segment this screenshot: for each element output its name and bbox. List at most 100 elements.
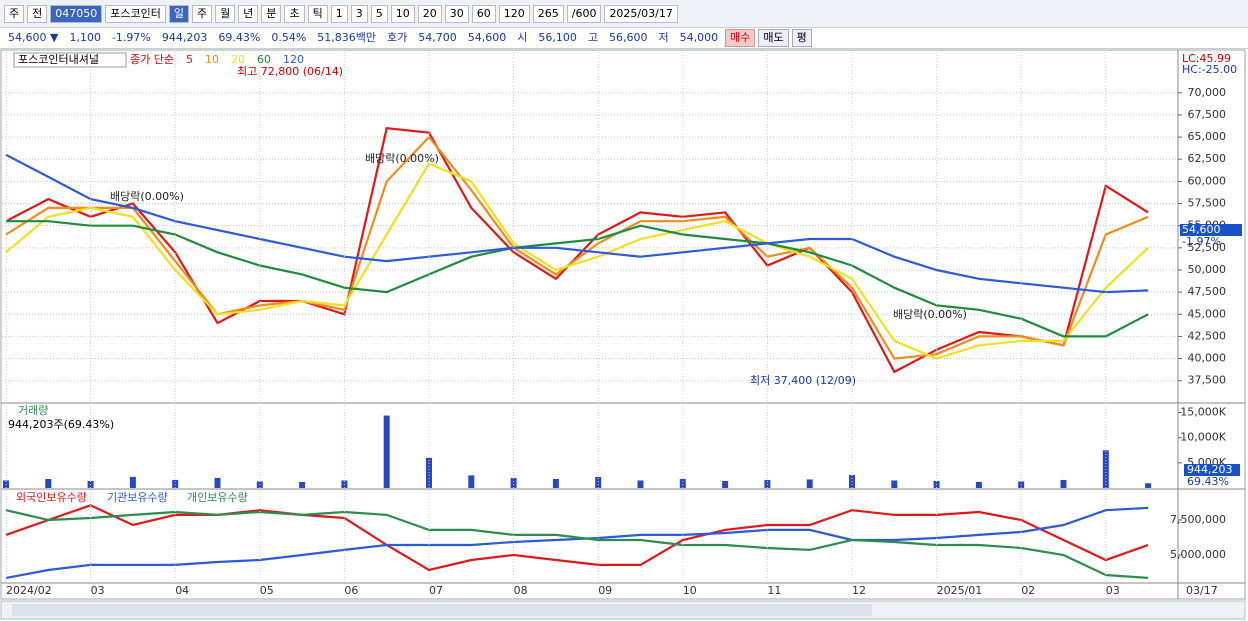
x-tick-label: 04 [175, 584, 189, 597]
info-item[interactable]: 저 [658, 31, 669, 44]
legend-entry: 외국인보유수량 [16, 491, 87, 504]
right-label: -1.97% [1182, 235, 1221, 248]
toolbar-item[interactable]: 20 [417, 4, 442, 23]
legend-title: 종가 단순 [130, 53, 174, 66]
volume-bar [679, 478, 686, 488]
right-label: HC:-25.00 [1182, 63, 1237, 76]
series-line [5, 162, 1149, 360]
toolbar-item[interactable]: 년 [238, 4, 259, 23]
info-item[interactable]: 54,000 [679, 31, 719, 44]
toolbar-item[interactable]: 10 [390, 4, 415, 23]
annotation: 배당락(0.00%) [110, 190, 184, 203]
info-item[interactable]: 평 [791, 29, 812, 47]
toolbar-item[interactable]: 30 [444, 4, 469, 23]
toolbar-item[interactable]: 주 [4, 4, 25, 23]
toolbar-item[interactable]: 월 [215, 4, 236, 23]
chart-frame [0, 49, 1246, 600]
legend-entry: 10 [205, 53, 219, 66]
info-item[interactable]: 69.43% [218, 31, 261, 44]
y-tick-label: 10,000K [1180, 431, 1226, 444]
info-item[interactable]: 56,600 [609, 31, 648, 44]
y-tick-label: 15,000K [1180, 406, 1226, 419]
volume-bar [214, 477, 221, 488]
volume-bar [1060, 479, 1067, 488]
toolbar-item[interactable]: 주 [191, 4, 213, 23]
toolbar-item[interactable]: 전 [27, 4, 48, 23]
x-tick-label: 03 [1106, 584, 1120, 597]
toolbar-item[interactable]: /600 [566, 4, 602, 23]
info-item[interactable]: 매수 [725, 29, 756, 47]
x-tick-label: 07 [429, 584, 443, 597]
right-label: LC:45.99 [1182, 52, 1231, 65]
toolbar-item[interactable]: 포스코인터 [105, 4, 166, 23]
y-tick-label: 50,000 [1188, 263, 1227, 276]
annotation: 배당락(0.00%) [893, 308, 967, 321]
volume-bar [299, 481, 306, 488]
info-item[interactable]: -1.97% [111, 31, 151, 44]
y-tick-label: 7,500,000 [1170, 513, 1226, 526]
toolbar-item[interactable]: 1 [330, 4, 348, 23]
series-line [5, 509, 1149, 579]
legend-entry: 5 [186, 53, 193, 66]
toolbar-item[interactable]: 일 [168, 4, 189, 23]
x-tick-label: 09 [598, 584, 612, 597]
right-label: 54,600 [1182, 223, 1221, 236]
right-label: 944,203 [1187, 463, 1233, 476]
x-tick-label: 2025/01 [937, 584, 983, 597]
toolbar: 주 전 047050 포스코인터 일 주 월 년 분 초 틱 1 3 5 10 20 30 60 120 265/60… [0, 0, 1248, 28]
volume-bar [1145, 483, 1152, 488]
panel-title: 거래량 [18, 404, 48, 417]
series-line [5, 153, 1149, 294]
info-item[interactable]: 호가 [387, 31, 408, 44]
toolbar-item[interactable]: 047050 [50, 4, 103, 23]
scroll-track[interactable] [12, 604, 872, 616]
info-item[interactable]: 54,700 [418, 31, 457, 44]
right-label: 69.43% [1187, 475, 1229, 488]
toolbar-item[interactable]: 틱 [307, 4, 328, 23]
info-item[interactable]: 0.54% [271, 31, 307, 44]
info-item[interactable]: 56,100 [538, 31, 577, 44]
info-item[interactable]: 51,836백만 [317, 31, 377, 44]
info-item[interactable]: 고 [587, 31, 599, 44]
toolbar-item[interactable]: 5 [370, 4, 388, 23]
toolbar-item[interactable]: 분 [261, 4, 282, 23]
x-tick-label: 03 [91, 584, 105, 597]
series-line [5, 135, 1149, 360]
toolbar-item[interactable]: 3 [350, 4, 368, 23]
volume-tag [1184, 464, 1240, 476]
x-tick-label: 06 [344, 584, 358, 597]
volume-bar [552, 478, 559, 488]
y-tick-label: 42,500 [1188, 329, 1227, 342]
y-tick-label: 40,000 [1188, 352, 1227, 365]
volume-bar [891, 480, 898, 488]
info-item[interactable]: 944,203 [161, 31, 208, 44]
y-tick-label: 57,500 [1188, 197, 1227, 210]
y-tick-label: 65,000 [1188, 130, 1227, 143]
info-item[interactable]: 시 [517, 31, 528, 44]
toolbar-item[interactable]: 120 [498, 4, 530, 23]
toolbar-item[interactable]: 265 [532, 4, 564, 23]
volume-bar [468, 475, 475, 488]
info-item[interactable]: 1,100 [69, 31, 101, 44]
info-item[interactable]: 54,600 ▼ [8, 31, 59, 44]
info-item[interactable]: 매도 [758, 29, 789, 47]
x-tick-label: 2024/02 [6, 584, 52, 597]
volume-bar [129, 476, 136, 488]
x-tick-label: 05 [260, 584, 274, 597]
toolbar-item[interactable]: 2025/03/17 [604, 4, 678, 23]
legend-entry: 기관보유수량 [107, 491, 168, 504]
annotation: 최저 37,400 (12/09) [750, 374, 856, 387]
y-tick-label: 52,500 [1188, 241, 1227, 254]
volume-bar [637, 480, 644, 488]
volume-bar [764, 479, 771, 488]
toolbar-item[interactable]: 60 [471, 4, 496, 23]
x-tick-label: 12 [852, 584, 866, 597]
toolbar-item[interactable]: 초 [284, 4, 305, 23]
x-tick-label: 10 [683, 584, 697, 597]
volume-bar [595, 476, 602, 488]
x-tick-label: 11 [767, 584, 781, 597]
info-bar: 54,600 ▼ 1,100 -1.97% 944,203 69.43% 0.54% 51,… [0, 28, 1248, 49]
series-line [6, 220, 1149, 338]
info-item[interactable]: 54,600 [467, 31, 507, 44]
y-tick-label: 47,500 [1188, 285, 1227, 298]
